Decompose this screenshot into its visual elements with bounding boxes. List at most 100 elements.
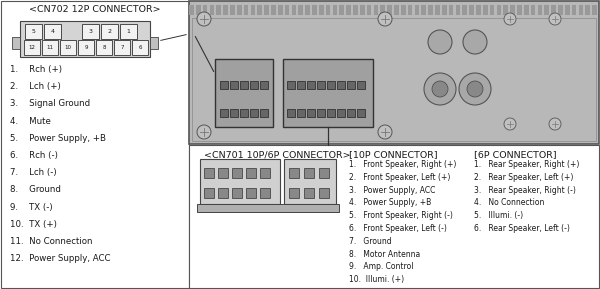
Bar — [260, 109, 268, 117]
Text: 1.   Front Speaker, Right (+): 1. Front Speaker, Right (+) — [349, 160, 457, 169]
Text: 9.   Amp. Control: 9. Amp. Control — [349, 262, 413, 271]
Circle shape — [432, 81, 448, 97]
Bar — [44, 24, 61, 39]
Text: 11: 11 — [47, 45, 53, 50]
Bar — [305, 5, 310, 15]
Bar — [558, 5, 563, 15]
Bar — [60, 40, 76, 55]
Bar — [24, 40, 40, 55]
Bar — [203, 5, 208, 15]
Text: 5.   Illumi. (-): 5. Illumi. (-) — [474, 211, 523, 220]
Text: 2: 2 — [107, 29, 112, 34]
Text: 10.  TX (+): 10. TX (+) — [10, 220, 57, 229]
Bar — [42, 40, 58, 55]
Bar — [337, 81, 345, 89]
Text: 9.    TX (-): 9. TX (-) — [10, 203, 53, 212]
Circle shape — [467, 81, 483, 97]
Circle shape — [424, 73, 456, 105]
Bar — [337, 109, 345, 117]
Text: 9: 9 — [84, 45, 88, 50]
Text: 2.    Lch (+): 2. Lch (+) — [10, 82, 61, 91]
Bar — [20, 21, 150, 57]
Text: 5: 5 — [32, 29, 35, 34]
Bar — [332, 5, 337, 15]
Bar — [244, 5, 248, 15]
Bar — [232, 188, 242, 198]
Circle shape — [197, 12, 211, 26]
Bar — [82, 24, 99, 39]
Bar — [340, 5, 344, 15]
Circle shape — [378, 12, 392, 26]
Bar — [297, 81, 305, 89]
Text: 3.    Signal Ground: 3. Signal Ground — [10, 99, 90, 108]
Bar — [572, 5, 577, 15]
Bar — [469, 5, 474, 15]
Bar — [538, 5, 542, 15]
Bar — [204, 168, 214, 178]
Text: 3.   Power Supply, ACC: 3. Power Supply, ACC — [349, 186, 436, 194]
Text: 6.   Rear Speaker, Left (-): 6. Rear Speaker, Left (-) — [474, 224, 570, 233]
Bar — [189, 1, 599, 144]
Bar — [327, 109, 335, 117]
Bar — [304, 168, 314, 178]
Text: 6: 6 — [138, 45, 142, 50]
Bar — [319, 5, 323, 15]
Bar — [407, 5, 412, 15]
Bar — [347, 81, 355, 89]
Bar — [463, 5, 467, 15]
Bar — [196, 5, 200, 15]
Bar — [230, 81, 238, 89]
Bar — [150, 37, 158, 49]
Bar — [327, 81, 335, 89]
Bar — [260, 188, 270, 198]
Bar — [297, 109, 305, 117]
Text: 3.   Rear Speaker, Right (-): 3. Rear Speaker, Right (-) — [474, 186, 576, 194]
Bar — [394, 5, 399, 15]
Text: 7.   Ground: 7. Ground — [349, 237, 392, 246]
Bar — [307, 81, 315, 89]
Text: 2.   Front Speaker, Left (+): 2. Front Speaker, Left (+) — [349, 173, 451, 182]
Bar — [132, 40, 148, 55]
Circle shape — [463, 30, 487, 54]
Bar — [271, 5, 276, 15]
Bar — [347, 109, 355, 117]
Bar — [449, 5, 454, 15]
Bar — [278, 5, 283, 15]
Bar — [209, 5, 214, 15]
Bar — [283, 59, 373, 127]
Bar — [317, 81, 325, 89]
Bar — [223, 5, 228, 15]
Bar — [189, 5, 194, 15]
Bar — [257, 5, 262, 15]
Bar — [312, 5, 317, 15]
Bar — [230, 5, 235, 15]
Bar — [428, 5, 433, 15]
Circle shape — [197, 125, 211, 139]
Bar — [189, 145, 599, 288]
Bar — [510, 5, 515, 15]
Circle shape — [549, 118, 561, 130]
Text: 4.   Power Supply, +B: 4. Power Supply, +B — [349, 199, 431, 208]
Bar — [78, 40, 94, 55]
Circle shape — [459, 73, 491, 105]
Bar — [578, 5, 583, 15]
Bar — [192, 18, 596, 141]
Text: [6P CONNECTOR]: [6P CONNECTOR] — [474, 150, 557, 159]
Bar — [455, 5, 460, 15]
Bar — [292, 5, 296, 15]
Bar — [218, 188, 228, 198]
Bar — [421, 5, 426, 15]
Bar — [237, 5, 242, 15]
Bar — [120, 24, 137, 39]
Bar — [551, 5, 556, 15]
Bar — [232, 168, 242, 178]
Bar — [200, 159, 280, 204]
Bar — [217, 5, 221, 15]
Text: 4: 4 — [50, 29, 55, 34]
Bar — [1, 1, 189, 288]
Bar — [442, 5, 446, 15]
Bar — [260, 168, 270, 178]
Bar — [251, 5, 255, 15]
Circle shape — [428, 30, 452, 54]
Bar — [96, 40, 112, 55]
